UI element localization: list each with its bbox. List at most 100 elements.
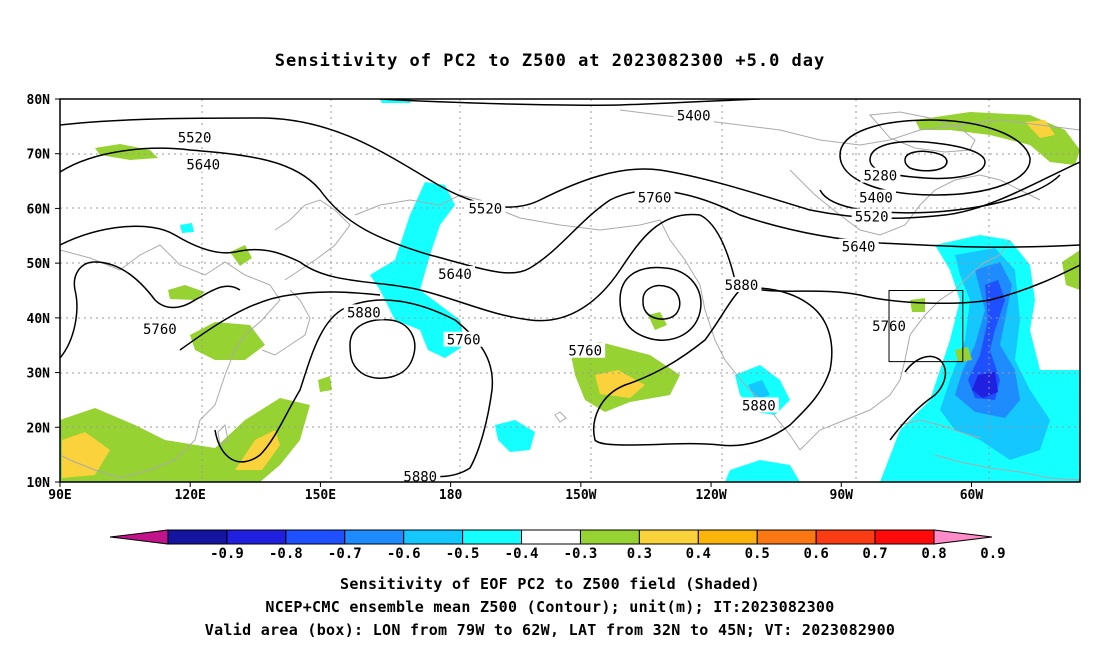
contour-label-bg xyxy=(400,468,441,482)
colorbar-label: 0.7 xyxy=(862,546,887,562)
contour-5880-atlantic xyxy=(889,355,947,441)
shade-negative-small xyxy=(495,420,535,452)
colorbar-label: -0.9 xyxy=(210,546,244,562)
contour-label: 5640 xyxy=(438,267,472,283)
lat-tick-label: 70N xyxy=(27,148,51,163)
lat-tick-label: 80N xyxy=(27,93,51,108)
colorbar-swatch xyxy=(462,529,523,545)
shade-positive-small xyxy=(648,312,667,330)
colorbar-swatch xyxy=(697,529,758,545)
colorbar-swatch xyxy=(403,529,464,545)
shade-negative-small xyxy=(725,460,800,482)
coastline-hawaii xyxy=(554,411,567,423)
colorbar-label: 0.6 xyxy=(804,546,829,562)
contour-5880-mexico xyxy=(593,287,833,447)
shade-positive-small xyxy=(168,285,205,300)
contour-5760-low-inner xyxy=(642,284,681,320)
shade-negative-small xyxy=(180,223,194,233)
contour-label: 5880 xyxy=(725,278,759,294)
coastline-alaska xyxy=(354,194,661,231)
valid-area-box xyxy=(888,290,964,363)
contour-label-bg xyxy=(565,342,606,358)
shade-positive-small xyxy=(910,298,925,312)
lon-axis: 90E 120E 150E 180 150W 120W 90W 60W xyxy=(48,482,983,503)
colorbar-label: 0.5 xyxy=(745,546,770,562)
contour-label: 5880 xyxy=(742,398,776,414)
graticule xyxy=(60,99,1080,482)
colorbar-label: -0.8 xyxy=(269,546,303,562)
contour-label: 5760 xyxy=(143,322,177,338)
contour-labels: 5400 5520 5640 5520 5760 5280 5400 5520 5640 5640… xyxy=(139,107,910,486)
lon-tick-label: 90E xyxy=(48,488,71,503)
contour-5880-high xyxy=(349,318,416,379)
lon-tick-label: 90W xyxy=(830,488,854,503)
lon-tick-label: 150W xyxy=(565,488,596,503)
lat-tick-label: 40N xyxy=(27,312,51,327)
contour-5520 xyxy=(60,117,1080,220)
colorbar-label: 0.3 xyxy=(627,546,652,562)
contour-label: 5400 xyxy=(859,190,893,206)
coastline-asia xyxy=(60,244,281,479)
shade-positive-korea xyxy=(190,322,265,360)
contour-5400 xyxy=(379,99,761,106)
colorbar-swatch xyxy=(167,529,228,545)
shade-negative-mexico-core xyxy=(748,380,770,400)
contour-label-bg xyxy=(443,331,484,347)
contour-label-bg xyxy=(721,277,762,293)
contour-label: 5880 xyxy=(403,470,437,486)
lon-tick-label: 150E xyxy=(305,488,336,503)
coastline-na-east xyxy=(799,239,1011,451)
contour-label-bg xyxy=(634,189,675,205)
contour-5280-inner xyxy=(904,150,948,172)
colorbar-label: -0.7 xyxy=(328,546,362,562)
contour-label: 5640 xyxy=(186,158,220,174)
colorbar-swatch xyxy=(521,529,581,545)
coastline-greenland xyxy=(868,111,976,153)
contour-label-bg xyxy=(174,129,215,145)
colorbar-swatch xyxy=(756,529,817,545)
contour-label-bg xyxy=(856,189,896,205)
shade-positive-small xyxy=(95,144,158,160)
coastline-japan xyxy=(261,289,311,356)
colorbar-swatch xyxy=(815,529,876,545)
lat-tick-label: 30N xyxy=(27,367,51,382)
colorbar-swatch xyxy=(226,529,287,545)
shade-positive-small xyxy=(955,347,972,362)
contour-label: 5880 xyxy=(347,305,381,321)
map-title: Sensitivity of PC2 to Z500 at 2023082300… xyxy=(274,51,826,71)
coastline-kamchatka xyxy=(274,199,351,281)
contour-5520-wrap xyxy=(819,174,1061,214)
map-frame xyxy=(59,98,1081,483)
coastline-southam xyxy=(934,454,1080,481)
contour-label-bg xyxy=(139,320,180,336)
contour-label-bg xyxy=(343,304,384,320)
shade-positive-china-core xyxy=(62,432,110,478)
contour-label: 5760 xyxy=(638,190,672,206)
caption-line-2: NCEP+CMC ensemble mean Z500 (Contour); u… xyxy=(265,598,835,616)
contour-label: 5760 xyxy=(568,344,602,360)
contour-5760-low xyxy=(619,266,702,341)
colorbar: -0.9 -0.8 -0.7 -0.6 -0.5 -0.4 -0.3 0.3 0.4 0.5 0.6… xyxy=(109,529,1006,562)
colorbar-swatch xyxy=(579,529,640,545)
map-plot-area: 5400 5520 5640 5520 5760 5280 5400 5520 5640 5640… xyxy=(60,99,1080,486)
caption-line-3: Valid area (box): LON from 79W to 62W, L… xyxy=(204,621,896,639)
contour-label: 5520 xyxy=(178,130,212,146)
contour-label: 5640 xyxy=(842,240,876,256)
coastline-caribbean xyxy=(899,419,981,439)
lat-tick-label: 10N xyxy=(27,476,51,491)
contour-label: 5280 xyxy=(863,169,897,185)
contour-label-bg xyxy=(673,107,714,123)
shade-positive-china-core xyxy=(235,430,280,470)
contour-5880-subtropical xyxy=(214,299,494,478)
contour-label-bg xyxy=(860,167,901,183)
lat-tick-label: 50N xyxy=(27,257,51,272)
caption-line-1: Sensitivity of EOF PC2 to Z500 field (Sh… xyxy=(340,575,760,593)
colorbar-label: -0.4 xyxy=(505,546,539,562)
contour-label: 5520 xyxy=(469,201,503,217)
colorbar-label: 0.8 xyxy=(921,546,946,562)
contour-5760-loop-asia xyxy=(60,261,241,359)
contour-5760-asia-south xyxy=(179,291,381,351)
lat-tick-label: 60N xyxy=(27,202,51,217)
lat-tick-label: 20N xyxy=(27,421,51,436)
